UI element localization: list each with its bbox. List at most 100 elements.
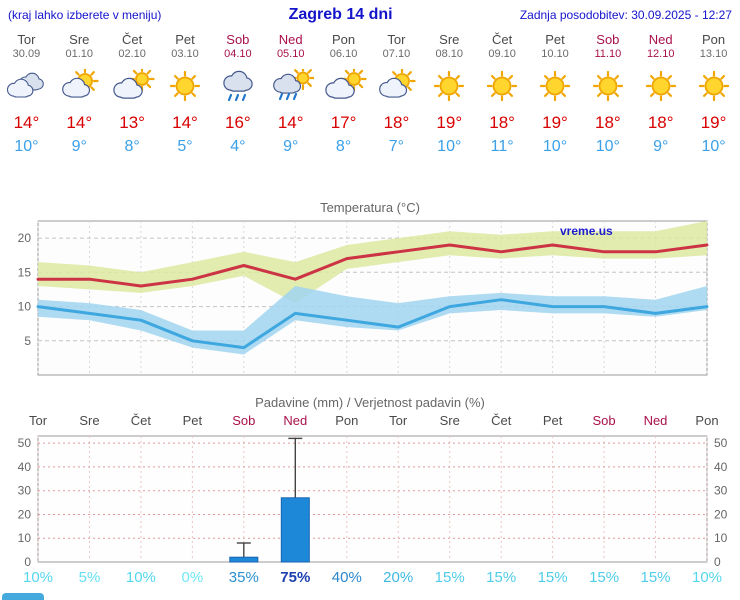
svg-text:0: 0 [714, 555, 721, 569]
max-temp: 18° [594, 113, 621, 132]
svg-text:15%: 15% [589, 569, 619, 586]
min-temp: 10° [437, 138, 462, 155]
min-temp: 11° [490, 138, 514, 155]
precip-day-labels: Tor Sre Čet Pet Sob Ned Pon Tor Sre Čet Pet Sob Ned P… [29, 413, 719, 428]
svg-text:50: 50 [18, 436, 32, 450]
temperature-chart-title: Temperatura (°C) [320, 200, 420, 215]
max-temp: 19° [436, 113, 463, 132]
day-date: 11.10 [594, 48, 622, 60]
sun-icon [423, 67, 476, 107]
day-name: Ned [648, 32, 673, 47]
svg-text:Sre: Sre [440, 413, 460, 428]
day-name: Pet [175, 32, 195, 47]
day-column[interactable]: Pet 10.10 19° 10° [529, 32, 582, 156]
min-temp: 10° [701, 138, 726, 155]
day-date: 13.10 [699, 48, 728, 60]
day-column[interactable]: Sob 04.10 16° 4° [211, 32, 264, 156]
day-name: Ned [278, 32, 303, 47]
day-name: Čet [122, 32, 143, 47]
day-date: 02.10 [118, 48, 146, 60]
day-column[interactable]: Ned 05.10 14° 9° [264, 32, 317, 156]
day-name: Pon [702, 32, 726, 47]
svg-text:10%: 10% [126, 569, 156, 586]
day-date: 03.10 [171, 48, 199, 60]
day-column[interactable]: Pet 03.10 14° 5° [159, 32, 212, 156]
svg-text:20: 20 [18, 508, 32, 522]
svg-text:10%: 10% [692, 569, 722, 586]
svg-text:20%: 20% [383, 569, 413, 586]
day-name: Tor [17, 32, 36, 47]
page-header: (kraj lahko izberete v meniju) Zagreb 14… [0, 0, 740, 24]
precip-bar [229, 556, 259, 563]
day-date: 08.10 [435, 48, 464, 60]
day-date: 01.10 [65, 48, 94, 60]
day-column[interactable]: Čet 09.10 18° 11° [476, 32, 529, 156]
min-temp: 10° [14, 138, 39, 155]
day-column[interactable]: Pon 13.10 19° 10° [687, 32, 740, 156]
svg-text:40: 40 [18, 460, 32, 474]
svg-text:10: 10 [714, 531, 728, 545]
max-temp: 13° [119, 113, 145, 132]
svg-text:Pon: Pon [335, 413, 358, 428]
svg-text:15%: 15% [640, 569, 670, 586]
precip-whisker [288, 437, 303, 498]
max-temp: 17° [330, 113, 357, 132]
svg-text:15%: 15% [538, 569, 568, 586]
precip-plot-area [37, 435, 708, 563]
min-temp: 4° [230, 138, 246, 155]
max-temp: 19° [700, 113, 727, 132]
svg-text:10: 10 [18, 300, 32, 314]
svg-text:50: 50 [714, 436, 728, 450]
svg-text:20: 20 [18, 231, 32, 245]
day-column[interactable]: Tor 07.10 18° 7° [370, 32, 423, 156]
sun-icon [159, 67, 212, 107]
watermark-link[interactable]: vreme.us [560, 224, 613, 238]
day-column[interactable]: Pon 06.10 17° 8° [317, 32, 370, 156]
svg-text:Pet: Pet [183, 413, 203, 428]
partly-icon [370, 67, 423, 107]
max-temp: 19° [542, 113, 568, 132]
day-name: Pon [332, 32, 356, 47]
svg-text:30: 30 [714, 484, 728, 498]
precip-whisker [236, 542, 251, 558]
svg-text:5: 5 [24, 334, 31, 348]
min-range-band [38, 286, 707, 355]
sun-icon [634, 67, 687, 107]
svg-text:75%: 75% [280, 569, 310, 586]
day-column[interactable]: Ned 12.10 18° 9° [634, 32, 687, 156]
svg-text:15: 15 [18, 265, 32, 279]
max-temp: 18° [647, 113, 674, 132]
min-temp: 8° [124, 138, 140, 155]
precipitation-section: Padavine (mm) / Verjetnost padavin (%) T… [0, 395, 740, 588]
menu-hint[interactable]: (kraj lahko izberete v meniju) [8, 8, 162, 22]
sun-icon [687, 67, 740, 107]
max-temp: 14° [172, 113, 198, 132]
max-temp: 14° [66, 113, 93, 132]
svg-text:0%: 0% [182, 569, 204, 586]
precip-bar [280, 497, 310, 563]
svg-text:Pet: Pet [543, 413, 563, 428]
day-column[interactable]: Čet 02.10 13° 8° [106, 32, 159, 156]
day-date: 04.10 [224, 48, 252, 60]
sun-icon [581, 67, 634, 107]
svg-text:Pon: Pon [695, 413, 718, 428]
cloudy-icon [0, 67, 53, 107]
svg-text:20: 20 [714, 508, 728, 522]
svg-text:Sre: Sre [79, 413, 99, 428]
min-temp: 7° [388, 138, 405, 155]
day-name: Tor [387, 32, 406, 47]
svg-text:15%: 15% [435, 569, 465, 586]
temp-horizontal-gridlines: 5 10 15 20 [18, 231, 707, 348]
day-column[interactable]: Tor 30.09 14° 10° [0, 32, 53, 156]
page-title: Zagreb 14 dni [288, 6, 393, 23]
day-column[interactable]: Sre 01.10 14° 9° [53, 32, 106, 156]
day-column[interactable]: Sob 11.10 18° 10° [581, 32, 634, 156]
min-temp: 9° [71, 138, 87, 155]
svg-text:Sob: Sob [593, 413, 616, 428]
day-date: 10.10 [541, 48, 569, 60]
day-column[interactable]: Sre 08.10 19° 10° [423, 32, 476, 156]
max-temp: 18° [383, 113, 410, 132]
min-temp: 9° [283, 138, 299, 155]
day-date: 07.10 [382, 48, 411, 60]
svg-text:40: 40 [714, 460, 728, 474]
